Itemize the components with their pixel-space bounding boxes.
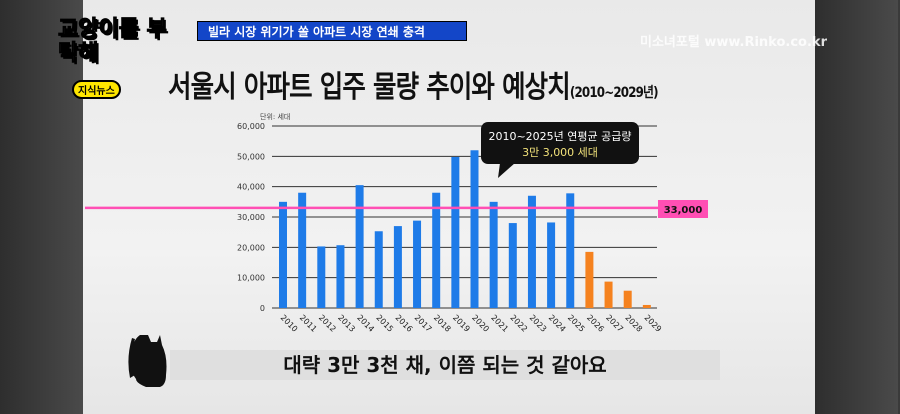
callout: 2010~2025년 연평균 공급량 3만 3,000 세대 [481,122,639,178]
bar-2016 [393,226,402,308]
y-tick-label: 50,000 [237,152,265,161]
x-tick-label: 2016 [393,313,414,334]
chart-title: 서울시 아파트 입주 물량 추이와 예상치(2010~2029년) [168,62,659,106]
bar-2027 [604,281,613,308]
bar-2020 [470,150,479,308]
x-tick-label: 2015 [374,313,395,334]
show-logo: 교양이를 부탁해 [58,17,168,66]
subtitle-caption: 대략 3만 3천 채, 이쯤 되는 것 같아요 [170,350,720,380]
y-tick-label: 60,000 [237,122,265,131]
x-tick-label: 2021 [489,313,510,334]
bar-2019 [451,156,460,308]
right-margin [815,0,898,414]
bar-2011 [298,192,307,308]
bar-2010 [279,201,287,308]
x-tick-label: 2028 [623,313,644,334]
x-tick-label: 2011 [298,313,319,334]
x-tick-label: 2010 [279,313,300,334]
x-tick-label: 2014 [355,313,376,334]
callout-line2: 3만 3,000 세대 [522,146,598,159]
x-tick-label: 2020 [470,313,491,334]
unit-label: 단위: 세대 [260,112,290,121]
watermark: 미소녀포털 www.Rinko.co.kr [640,35,827,50]
x-tick-label: 2018 [432,313,453,334]
x-tick-label: 2029 [642,313,663,334]
bar-2023 [527,195,536,308]
bar-2021 [489,201,498,308]
bar-2018 [432,192,441,308]
bar-2028 [623,290,632,308]
title-suffix: (2010~2029년) [569,85,659,101]
y-tick-label: 20,000 [237,243,265,252]
x-tick-label: 2027 [604,313,625,334]
cat-silhouette-icon [128,335,167,387]
x-tick-label: 2017 [413,313,434,334]
x-tick-label: 2026 [585,313,606,334]
title-text: 서울시 아파트 입주 물량 추이와 예상치 [168,70,571,105]
bar-2015 [374,231,383,308]
callout-line1: 2010~2025년 연평균 공급량 [488,130,631,143]
bar-2029 [642,304,651,308]
bar-2012 [317,246,326,308]
x-tick-label: 2019 [451,313,472,334]
x-tick-label: 2023 [528,313,549,334]
y-tick-label: 40,000 [237,183,265,192]
y-tick-label: 10,000 [237,274,265,283]
x-tick-label: 2025 [566,313,587,334]
bar-2026 [585,251,594,308]
svg-text:33,000: 33,000 [664,205,703,216]
y-tick-label: 0 [260,304,265,313]
x-tick-label: 2022 [508,313,529,334]
headline-banner: 빌라 시장 위기가 쏠 아파트 시장 연쇄 충격 [197,21,467,41]
segment-tag: 지식뉴스 [72,80,121,99]
bar-2013 [336,245,345,308]
bar-2014 [355,185,364,308]
x-tick-label: 2013 [336,313,357,334]
bar-2024 [547,222,556,308]
bar-2022 [508,223,517,308]
left-margin [0,0,83,414]
y-tick-label: 30,000 [237,213,265,222]
bar-2025 [566,193,575,308]
x-tick-label: 2024 [547,313,568,334]
x-tick-label: 2012 [317,313,338,334]
bar-2017 [413,220,422,308]
reference-label: 33,000 [658,200,708,218]
